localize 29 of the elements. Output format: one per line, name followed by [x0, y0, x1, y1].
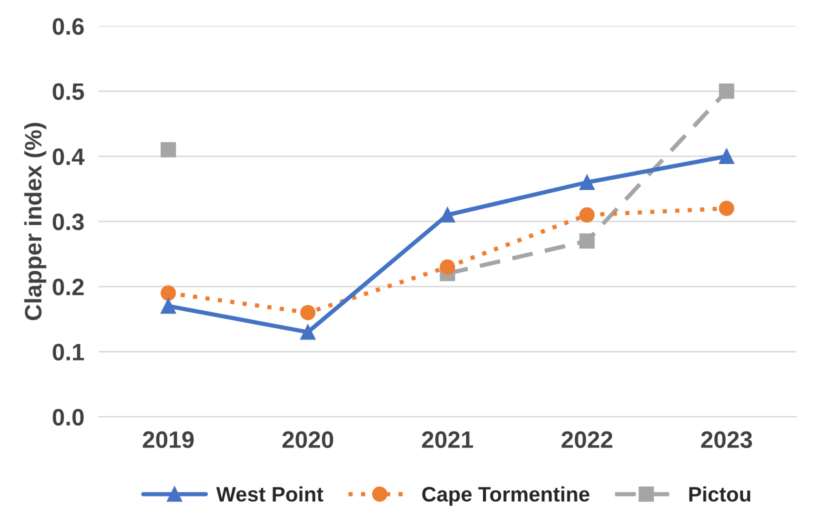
x-tick-label: 2022 — [562, 431, 612, 448]
point — [579, 207, 595, 223]
point — [160, 285, 176, 301]
point — [579, 174, 595, 190]
legend-label: Pictou — [689, 486, 750, 502]
x-tick-label: 2021 — [422, 431, 474, 448]
x-tick-label: 2023 — [701, 431, 752, 448]
y-tick-label: 0.6 — [52, 18, 84, 35]
y-tick-label: 0.4 — [52, 148, 85, 166]
legend-label: West Point — [216, 486, 324, 502]
y-axis-title: Clapper index (%) — [24, 122, 46, 320]
y-tick-label: 0.1 — [52, 344, 84, 360]
point — [579, 233, 595, 249]
point — [160, 298, 176, 314]
y-tick-label: 0.0 — [52, 408, 84, 426]
y-tick-label: 0.2 — [52, 278, 84, 296]
y-tick-label: 0.5 — [52, 83, 84, 100]
point — [440, 259, 456, 275]
point — [300, 324, 316, 340]
point — [718, 84, 734, 99]
x-tick-label: 2020 — [282, 431, 334, 448]
point — [718, 148, 734, 164]
y-tick-label: 0.3 — [52, 213, 84, 230]
legend-label: Cape Tormentine — [422, 486, 590, 506]
point — [440, 207, 456, 223]
point — [718, 200, 734, 216]
x-tick-label: 2019 — [142, 431, 194, 448]
point — [300, 304, 316, 320]
point — [160, 142, 176, 158]
